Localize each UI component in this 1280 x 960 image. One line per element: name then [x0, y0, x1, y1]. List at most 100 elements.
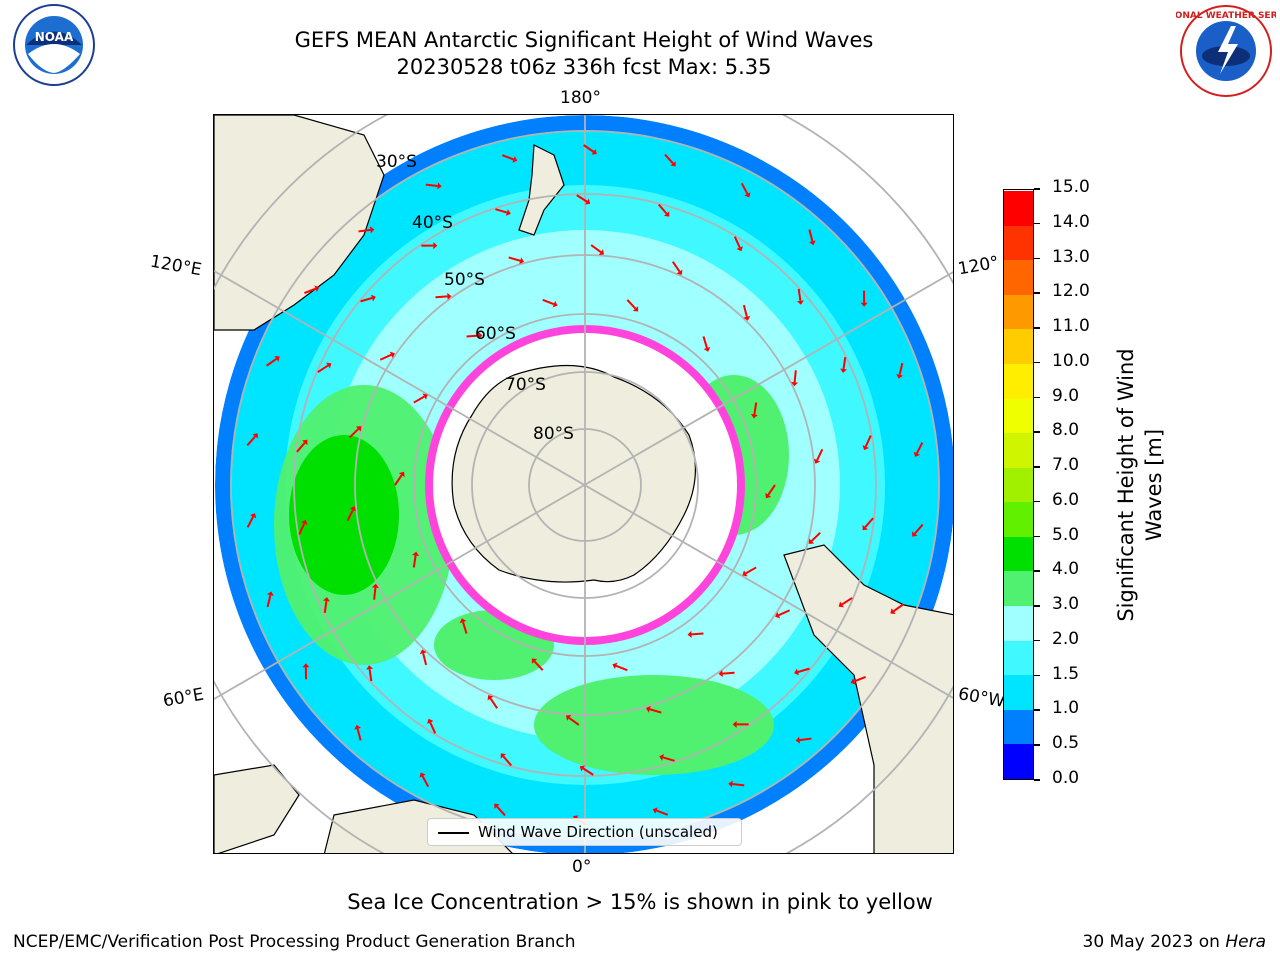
wave-direction-arrowhead	[326, 362, 332, 369]
lon-label-0: 0°	[572, 857, 592, 877]
lon-label-180: 180°	[560, 88, 601, 108]
wave-direction-arrowhead	[494, 803, 500, 809]
wave-direction-arrowhead	[687, 630, 692, 638]
wave-direction-arrow	[508, 256, 521, 262]
wave-direction-arrow	[615, 664, 628, 672]
colorbar-tick: 3.0	[1034, 594, 1079, 614]
wave-direction-arrowhead	[645, 705, 651, 713]
figure-subtitle: 20230528 t06z 336h fcst Max: 5.35	[396, 55, 772, 79]
wave-direction-arrow	[702, 336, 708, 349]
wave-direction-arrow	[429, 721, 437, 734]
wave-direction-arrow	[435, 295, 448, 299]
wave-direction-arrowhead	[612, 662, 618, 670]
map-legend: Wind Wave Direction (unscaled)	[427, 818, 742, 846]
wave-direction-arrow	[466, 334, 479, 338]
wave-direction-arrow	[368, 669, 373, 682]
wave-direction-arrow	[649, 708, 662, 714]
wave-direction-arrowhead	[591, 148, 597, 155]
wave-direction-arrow	[323, 600, 328, 614]
wave-direction-arrow	[893, 603, 904, 612]
wave-direction-arrowhead	[366, 665, 374, 670]
wave-direction-arrow	[778, 609, 791, 617]
antarctica-land	[451, 364, 696, 583]
colorbar-segment	[1004, 294, 1033, 330]
wave-direction-arrowhead	[250, 513, 257, 519]
wave-direction-arrow	[246, 435, 256, 447]
wave-direction-arrowhead	[840, 368, 848, 373]
wave-direction-arrowhead	[349, 506, 357, 512]
wave-direction-arrow	[658, 203, 668, 215]
wave-direction-arrow	[583, 144, 595, 153]
colorbar-tick: 1.0	[1034, 698, 1079, 718]
colorbar-tick: 12.0	[1034, 281, 1090, 301]
lat-label-50s: 50°S	[444, 270, 485, 290]
wave-direction-arrow	[246, 516, 255, 528]
lon-label-120w: 120°	[956, 252, 1001, 280]
colorbar-segment	[1004, 640, 1033, 676]
colorbar	[1003, 189, 1034, 780]
wave-direction-arrow	[358, 228, 371, 233]
wave-direction-arrow	[662, 756, 675, 762]
wave-direction-arrow	[422, 652, 428, 666]
wave-direction-arrowhead	[505, 209, 511, 216]
wave-direction-arrow	[898, 362, 904, 376]
wave-direction-arrowhead	[813, 458, 821, 464]
wave-direction-arrow	[753, 402, 758, 415]
wave-direction-arrowhead	[838, 601, 844, 608]
wave-direction-arrow	[793, 370, 797, 383]
wave-direction-arrow	[671, 261, 681, 273]
wave-direction-arrow	[656, 809, 669, 816]
colorbar-label: Significant Height of Wind Waves [m]	[1112, 320, 1168, 650]
wave-direction-arrowhead	[552, 300, 558, 308]
colorbar-tick: 10.0	[1034, 351, 1090, 371]
wave-direction-arrowhead	[775, 611, 781, 619]
wave-direction-arrowhead	[808, 538, 815, 544]
wave-direction-arrow	[266, 358, 277, 367]
wave-direction-arrowhead	[670, 161, 676, 167]
wave-direction-arrow	[502, 755, 512, 767]
lon-label-60w: 60°W	[956, 684, 1007, 712]
wave-direction-arrow	[501, 154, 514, 161]
wave-direction-arrowhead	[795, 736, 801, 744]
wave-direction-arrowhead	[419, 772, 426, 778]
wave-direction-arrowhead	[355, 426, 362, 432]
colorbar-tick: 4.0	[1034, 559, 1079, 579]
colorbar-segment	[1004, 743, 1033, 779]
wave-direction-arrow	[582, 767, 594, 776]
colorbar-label-line1: Significant Height of Wind	[1114, 348, 1138, 622]
wave-direction-arrowhead	[765, 492, 772, 499]
wave-direction-arrow	[379, 353, 392, 361]
wave-direction-arrowhead	[419, 649, 427, 655]
colorbar-segment	[1004, 501, 1033, 537]
colorbar-segment	[1004, 190, 1033, 226]
wave-direction-arrowhead	[808, 240, 816, 246]
wave-direction-arrowhead	[890, 608, 896, 615]
wave-direction-arrow	[495, 208, 508, 214]
colorbar-label-line2: Waves [m]	[1142, 428, 1166, 542]
wave-direction-arrow	[462, 621, 468, 634]
figure-title: GEFS MEAN Antarctic Significant Height o…	[294, 28, 874, 52]
colorbar-segment	[1004, 328, 1033, 364]
legend-label: Wind Wave Direction (unscaled)	[478, 823, 718, 841]
wave-direction-arrow	[864, 517, 874, 528]
wave-direction-arrowhead	[302, 439, 308, 446]
wave-direction-arrowhead	[718, 670, 723, 678]
svg-text:NOAA: NOAA	[35, 30, 74, 44]
wave-direction-arrow	[394, 474, 403, 486]
wave-direction-arrowhead	[732, 720, 737, 728]
wave-direction-arrow	[742, 304, 748, 318]
lat-label-30s: 30°S	[376, 152, 417, 172]
wave-direction-arrow	[568, 717, 580, 726]
wave-direction-arrowhead	[676, 269, 683, 275]
colorbar-segment	[1004, 432, 1033, 468]
colorbar-segment	[1004, 674, 1033, 710]
footer-date-text: 30 May 2023 on	[1082, 932, 1226, 952]
wave-direction-arrowhead	[862, 524, 868, 531]
wave-direction-arrow	[854, 676, 866, 683]
wave-direction-arrowhead	[314, 285, 320, 292]
colorbar-segment	[1004, 536, 1033, 572]
wave-direction-arrowhead	[322, 597, 330, 602]
wave-direction-arrowhead	[743, 315, 751, 321]
lat-label-70s: 70°S	[505, 375, 546, 395]
colorbar-tick: 9.0	[1034, 386, 1079, 406]
